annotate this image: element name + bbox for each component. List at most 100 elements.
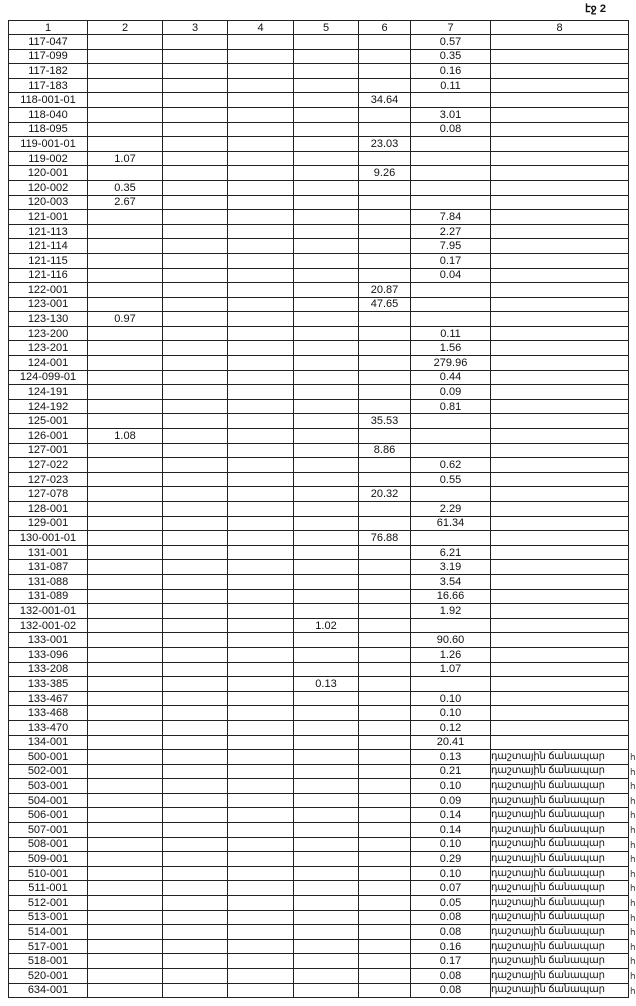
table-cell bbox=[490, 63, 629, 79]
table-cell: 128-001 bbox=[8, 501, 88, 517]
table-cell: 0.08 bbox=[410, 909, 491, 926]
table-cell bbox=[87, 559, 163, 575]
table-cell: դաշտային ճանապար հ bbox=[490, 982, 636, 999]
table-row: 127-022 0.62 bbox=[8, 457, 629, 473]
table-cell bbox=[162, 486, 228, 502]
table-cell bbox=[227, 880, 294, 897]
cell-text: դաշտային ճանապար bbox=[491, 750, 605, 762]
table-cell bbox=[87, 807, 163, 824]
table-cell: 512-001 bbox=[8, 895, 88, 911]
table-cell bbox=[410, 150, 491, 167]
table-cell bbox=[162, 938, 228, 955]
table-cell bbox=[162, 807, 228, 824]
table-row: 507-001 0.14 դաշտային ճանապար հ bbox=[8, 822, 636, 838]
table-cell: 503-001 bbox=[8, 778, 88, 794]
table-cell bbox=[410, 486, 491, 502]
table-cell bbox=[410, 194, 491, 211]
table-row: 133-470 0.12 bbox=[8, 719, 629, 736]
table-row: 133-467 0.10 bbox=[8, 690, 629, 707]
table-cell: 502-001 bbox=[8, 763, 88, 780]
table-cell: 127-078 bbox=[8, 486, 88, 502]
table-row: 133-208 1.07 bbox=[8, 661, 629, 678]
table-cell bbox=[162, 559, 228, 575]
table-cell bbox=[227, 559, 294, 575]
table-cell bbox=[162, 646, 228, 663]
table-cell bbox=[490, 325, 629, 342]
table-cell: 131-088 bbox=[8, 573, 88, 590]
table-cell bbox=[162, 252, 228, 269]
table-cell bbox=[87, 471, 163, 488]
table-cell bbox=[227, 734, 294, 751]
table-cell: դաշտային ճանապար հ bbox=[490, 807, 636, 824]
table-cell bbox=[87, 325, 163, 342]
table-cell: 0.29 bbox=[410, 851, 491, 867]
table-cell: 123-200 bbox=[8, 325, 88, 342]
table-cell bbox=[87, 982, 163, 999]
table-cell bbox=[227, 822, 294, 838]
cell-text: դաշտային ճանապար bbox=[491, 940, 605, 952]
table-cell bbox=[490, 209, 629, 225]
table-cell bbox=[162, 136, 228, 152]
table-cell bbox=[358, 851, 411, 867]
table-cell bbox=[358, 121, 411, 138]
table-row: 117-182 0.16 bbox=[8, 63, 629, 79]
table-cell bbox=[293, 252, 359, 269]
table-cell bbox=[490, 150, 629, 167]
table-cell bbox=[293, 603, 359, 619]
table-cell: 509-001 bbox=[8, 851, 88, 867]
table-cell: 1.02 bbox=[293, 617, 359, 634]
table-cell bbox=[293, 865, 359, 882]
table-cell bbox=[293, 340, 359, 357]
column-header: 5 bbox=[293, 20, 359, 35]
table-cell bbox=[162, 822, 228, 838]
table-row: 124-099-01 0.44 bbox=[8, 369, 629, 386]
table-row: 124-001 279.96 bbox=[8, 355, 629, 371]
table-cell bbox=[490, 428, 629, 444]
table-cell bbox=[490, 676, 629, 692]
table-cell bbox=[358, 865, 411, 882]
overflow-text: հ bbox=[630, 854, 636, 865]
table-cell bbox=[490, 223, 629, 240]
table-cell bbox=[293, 267, 359, 284]
table-cell: 7.95 bbox=[410, 238, 491, 254]
table-cell bbox=[162, 442, 228, 459]
table-cell: 34.64 bbox=[358, 92, 411, 108]
table-cell: 7.84 bbox=[410, 209, 491, 225]
table-cell bbox=[293, 909, 359, 926]
table-cell bbox=[162, 661, 228, 678]
table-cell bbox=[162, 48, 228, 65]
table-cell: 1.92 bbox=[410, 603, 491, 619]
table-cell bbox=[358, 325, 411, 342]
table-cell bbox=[87, 223, 163, 240]
table-row: 119-002 1.07 bbox=[8, 150, 629, 167]
table-row: 131-088 3.54 bbox=[8, 573, 629, 590]
table-cell bbox=[293, 968, 359, 984]
table-row: 119-001-01 23.03 bbox=[8, 136, 629, 152]
column-header: 4 bbox=[227, 20, 294, 35]
table-row: 121-115 0.17 bbox=[8, 252, 629, 269]
table-cell bbox=[87, 121, 163, 138]
table-cell bbox=[490, 661, 629, 678]
table-row: 133-096 1.26 bbox=[8, 646, 629, 663]
table-cell: 121-115 bbox=[8, 252, 88, 269]
table-cell bbox=[358, 150, 411, 167]
table-cell bbox=[87, 63, 163, 79]
table-cell bbox=[293, 734, 359, 751]
column-header: 7 bbox=[410, 20, 491, 35]
table-cell bbox=[358, 252, 411, 269]
table-cell bbox=[490, 442, 629, 459]
cell-text: դաշտային ճանապար bbox=[491, 955, 605, 967]
table-cell bbox=[293, 282, 359, 298]
table-cell: 0.11 bbox=[410, 77, 491, 94]
table-cell bbox=[227, 792, 294, 809]
table-cell bbox=[227, 238, 294, 254]
table-cell: 510-001 bbox=[8, 865, 88, 882]
table-cell bbox=[293, 296, 359, 313]
table-cell: 20.87 bbox=[358, 282, 411, 298]
table-row: 126-001 1.08 bbox=[8, 428, 629, 444]
table-cell bbox=[358, 705, 411, 721]
table-cell bbox=[293, 442, 359, 459]
table-cell bbox=[162, 924, 228, 940]
